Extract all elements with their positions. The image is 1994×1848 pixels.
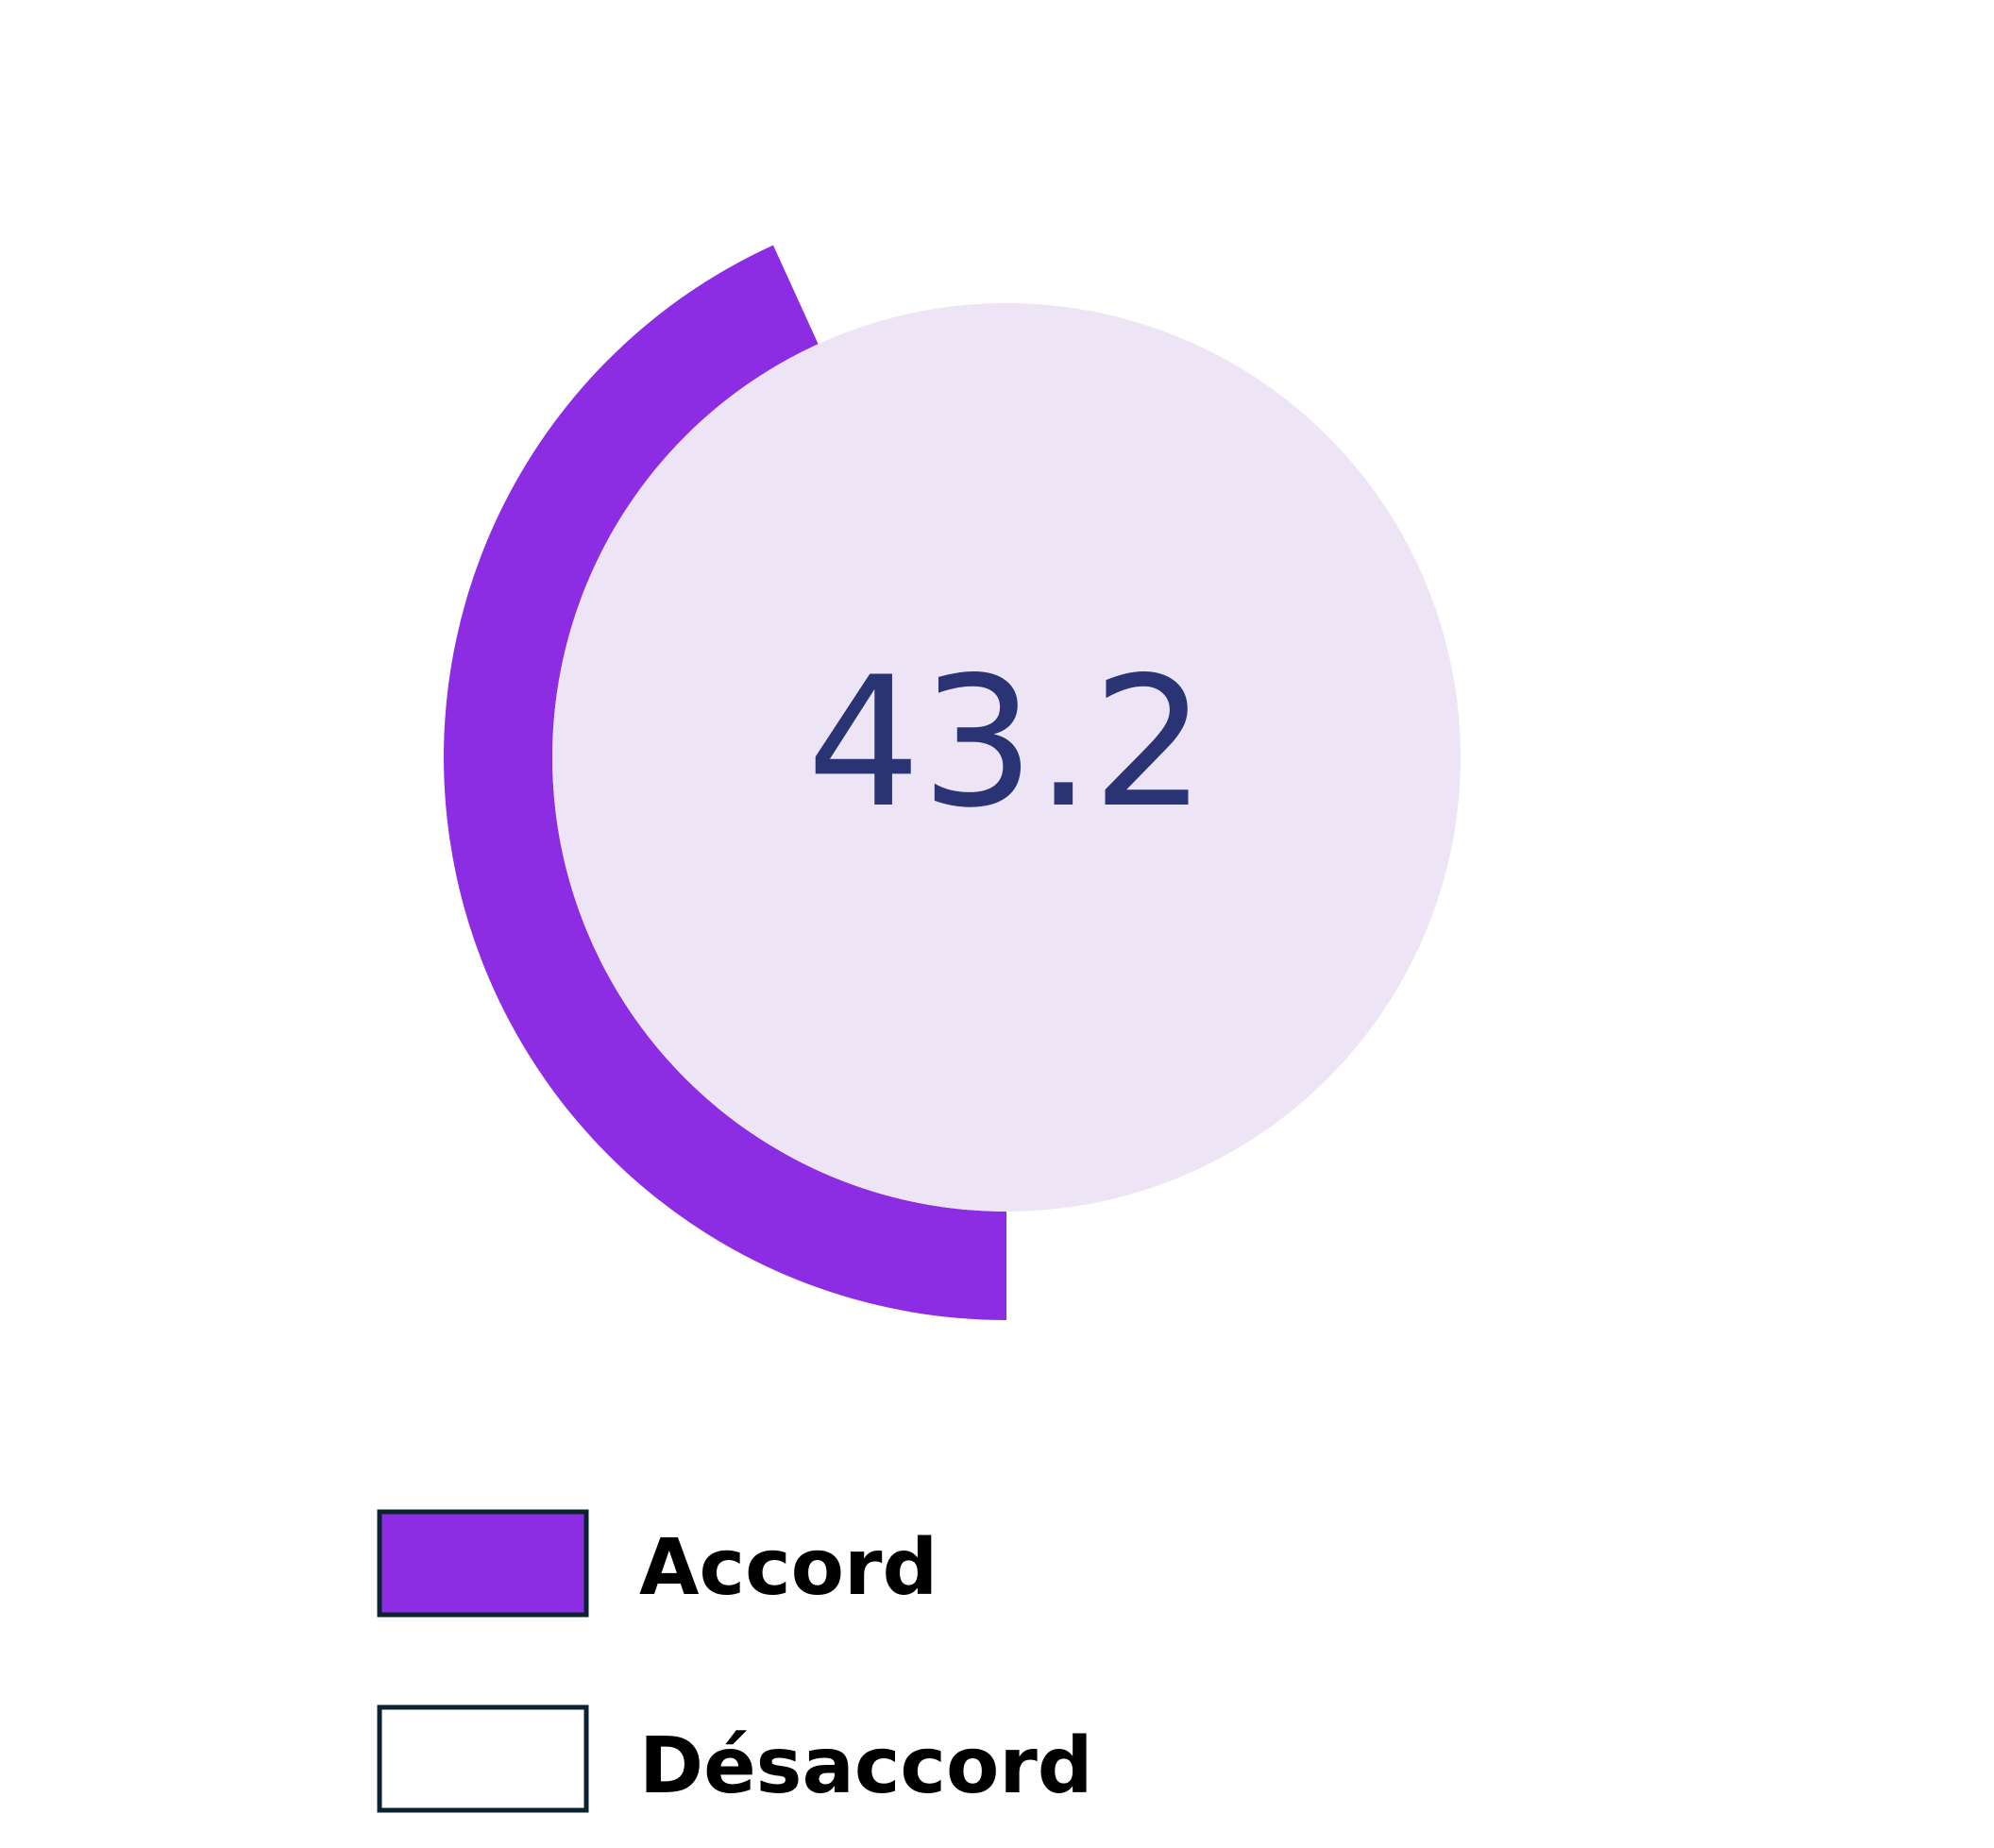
slice-desaccord[interactable] <box>773 194 1569 1320</box>
slice-accord[interactable] <box>444 245 1006 1320</box>
legend-label-accord: Accord <box>639 1523 938 1613</box>
inner-disc <box>552 303 1461 1212</box>
legend: Accord Désaccord <box>377 1509 1093 1813</box>
legend-swatch-desaccord <box>377 1704 589 1813</box>
legend-label-desaccord: Désaccord <box>639 1721 1093 1811</box>
center-value: 43.2 <box>806 638 1206 847</box>
legend-swatch-accord <box>377 1509 589 1618</box>
